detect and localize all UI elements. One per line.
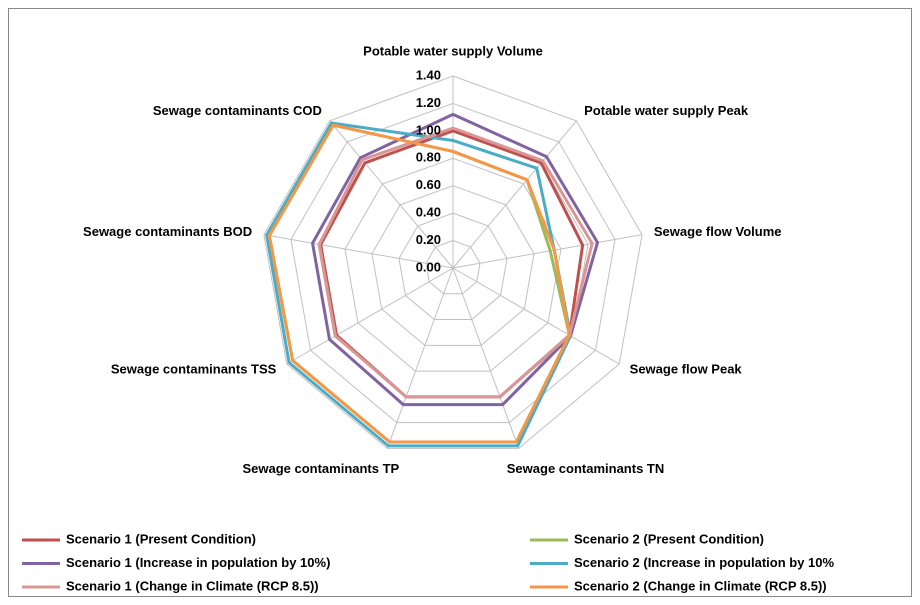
spoke [452,120,577,269]
series-line [311,112,600,407]
grid-ring [263,75,643,449]
r-tick-label: 0.40 [416,205,441,220]
r-tick-label: 0.80 [416,150,441,165]
grid-ring [371,185,535,346]
category-label: Sewage contaminants COD [153,103,322,118]
legend-label: Scenario 2 (Change in Climate (RCP 8.5)) [574,578,827,593]
category-label: Sewage contaminants TP [242,461,399,476]
legend-label: Scenario 2 (Increase in population by 10… [574,555,835,570]
category-label: Sewage flow Peak [630,361,743,376]
series-line [267,123,571,444]
legend-label: Scenario 1 (Present Condition) [66,531,256,546]
grid-ring [425,240,481,295]
spoke [452,234,643,269]
spoke [386,267,454,449]
r-tick-label: 1.20 [416,95,441,110]
spoke [452,267,520,449]
spoke [286,267,454,365]
legend-label: Scenario 1 (Increase in population by 10… [66,555,330,570]
category-label: Sewage contaminants TN [507,461,664,476]
r-tick-label: 0.20 [416,232,441,247]
series-line [265,121,573,448]
category-label: Sewage flow Volume [654,224,782,239]
legend-label: Scenario 1 (Change in Climate (RCP 8.5)) [66,578,319,593]
chart-frame [8,8,912,597]
r-tick-label: 0.00 [416,259,441,274]
spoke [452,267,620,365]
legend-label: Scenario 2 (Present Condition) [574,531,764,546]
spoke [263,234,454,269]
category-label: Potable water supply Volume [363,43,543,58]
category-label: Sewage contaminants TSS [111,361,277,376]
r-tick-label: 0.60 [416,177,441,192]
series-line [317,126,594,399]
spoke [329,120,454,269]
category-label: Potable water supply Peak [584,103,749,118]
r-tick-label: 1.40 [416,67,441,82]
category-label: Sewage contaminants BOD [83,224,252,239]
r-tick-label: 1.00 [416,122,441,137]
grid-ring [290,102,616,424]
grid-ring [398,212,508,321]
